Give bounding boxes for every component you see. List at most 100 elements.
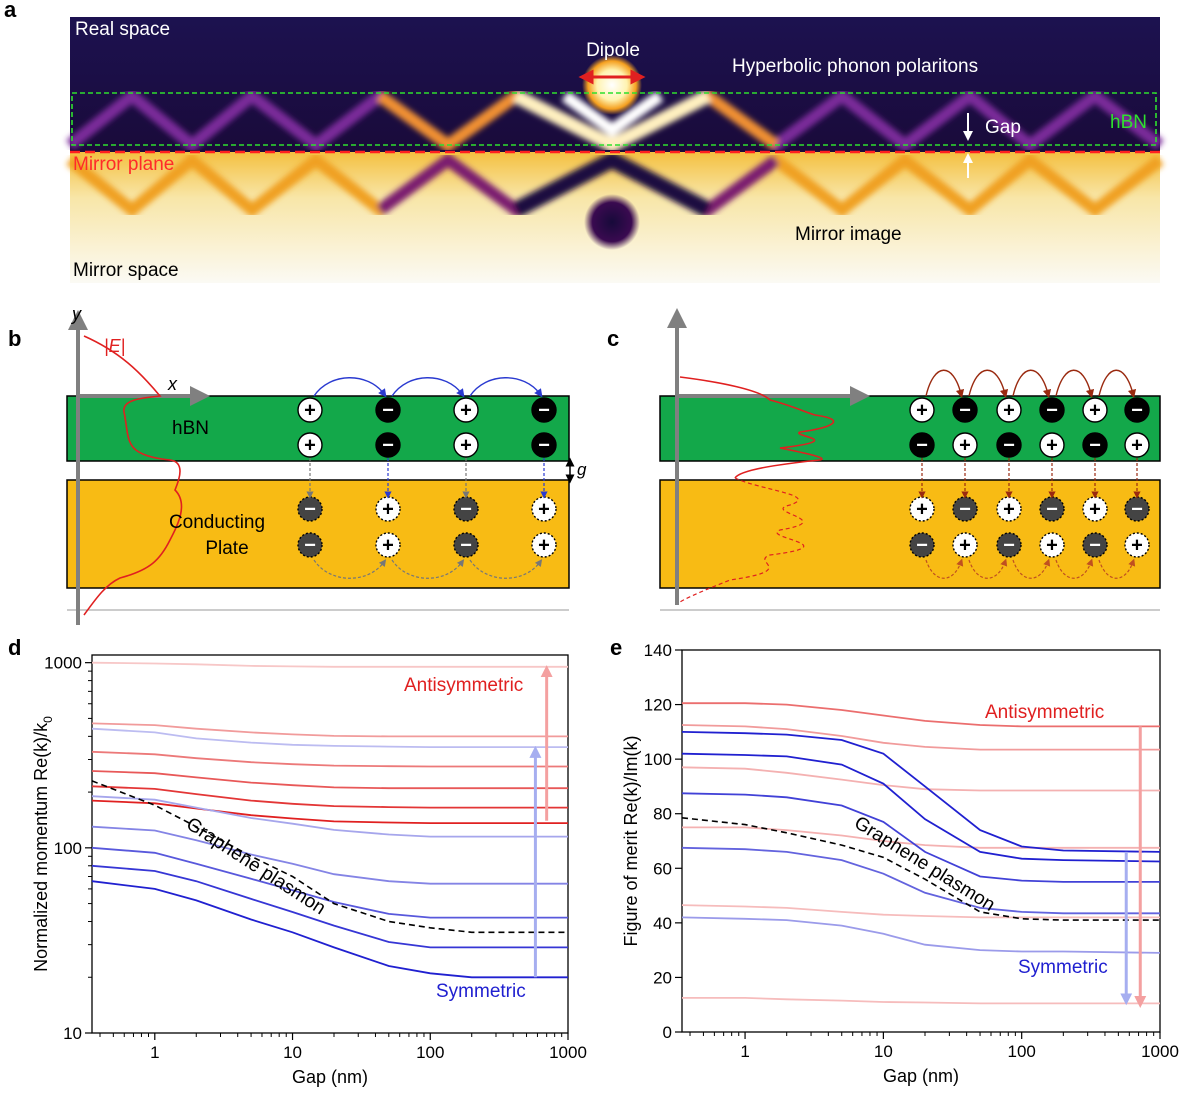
svg-text:+: +	[916, 400, 928, 422]
svg-text:−: −	[538, 400, 550, 422]
charge-b-plate-top: +	[375, 496, 401, 522]
y-tick-label: 0	[663, 1023, 672, 1042]
y-axis-label: Figure of merit Re(k)/Im(k)	[621, 735, 641, 946]
svg-text:−: −	[538, 435, 550, 457]
charge-b-hbn-top: −	[531, 397, 557, 423]
y-tick-label: 100	[644, 750, 672, 769]
y-tick-label: 1000	[44, 654, 82, 673]
svg-text:−: −	[304, 535, 316, 557]
field-arc-b-top	[313, 377, 387, 398]
plate-layer-b	[66, 479, 570, 589]
panel-c-letter: c	[607, 326, 619, 351]
series-line-antisymmetric	[91, 799, 568, 824]
y-tick-label: 60	[653, 859, 672, 878]
x-tick-label: 1000	[1141, 1042, 1179, 1061]
y-tick-label: 40	[653, 914, 672, 933]
charge-b-plate-bottom: +	[375, 532, 401, 558]
svg-text:−: −	[1003, 535, 1015, 557]
svg-text:−: −	[959, 499, 971, 521]
series-line-antisymmetric	[681, 724, 1160, 751]
svg-text:+: +	[1131, 535, 1143, 557]
svg-text:+: +	[1131, 435, 1143, 457]
charge-b-hbn-top: +	[453, 397, 479, 423]
mirror-image-label: Mirror image	[795, 224, 902, 245]
field-profile-c	[679, 376, 835, 479]
svg-text:+: +	[460, 400, 472, 422]
svg-text:+: +	[460, 435, 472, 457]
field-label-b: |E|	[104, 336, 125, 356]
x-label-b: x	[167, 374, 178, 394]
panel-e: e 1 10 100 1000 0 20 40 60 80 100 120 140 Gap (nm) Fi…	[610, 635, 1179, 1086]
charge-c-plate-top: −	[1039, 496, 1065, 522]
hpp-label: Hyperbolic phonon polaritons	[732, 56, 978, 77]
series-line-symmetric	[91, 727, 568, 748]
y-tick-label: 100	[54, 839, 82, 858]
svg-text:−: −	[304, 499, 316, 521]
field-arc-c-bottom	[1098, 558, 1136, 579]
charges-b: + + − − − − + + + + − − − − + +	[297, 377, 557, 579]
svg-text:−: −	[959, 400, 971, 422]
svg-text:+: +	[304, 400, 316, 422]
svg-text:+: +	[1089, 499, 1101, 521]
svg-text:−: −	[460, 535, 472, 557]
charge-c-hbn-bottom: +	[952, 432, 978, 458]
charge-b-hbn-top: +	[297, 397, 323, 423]
charge-c-hbn-top: +	[909, 397, 935, 423]
charge-b-hbn-bottom: +	[297, 432, 323, 458]
series-line-symmetric	[91, 825, 568, 885]
field-arc-b-top	[469, 377, 543, 398]
charge-c-plate-bottom: +	[1039, 532, 1065, 558]
svg-text:−: −	[916, 535, 928, 557]
charge-c-plate-top: −	[952, 496, 978, 522]
charge-c-hbn-top: +	[1082, 397, 1108, 423]
svg-text:−: −	[916, 435, 928, 457]
series-line-graphene	[91, 780, 568, 934]
field-arc-b-bottom	[313, 559, 387, 579]
svg-text:+: +	[916, 499, 928, 521]
charge-c-hbn-bottom: +	[1039, 432, 1065, 458]
charge-c-plate-bottom: −	[1082, 532, 1108, 558]
svg-text:−: −	[460, 499, 472, 521]
charge-c-hbn-bottom: +	[1124, 432, 1150, 458]
series-line-antisymmetric	[91, 785, 568, 809]
series-line-antisymmetric	[91, 661, 568, 668]
chart-d: 1 10 100 1000 10 100 1000 Gap (nm) Normalized mo…	[31, 654, 587, 1087]
panel-a: a Real space Mirror space Dipole Hyperbo…	[4, 0, 1164, 283]
svg-text:−: −	[1003, 435, 1015, 457]
field-arc-c-top	[1055, 369, 1095, 399]
plate-label-b-1: Conducting	[169, 512, 265, 533]
series-line-symmetric	[681, 846, 1160, 915]
real-space-label: Real space	[75, 19, 170, 40]
polariton-rays-mirror	[66, 150, 1164, 218]
plot-frame	[91, 654, 569, 1034]
panel-a-letter: a	[4, 0, 17, 22]
series-line-antisymmetric	[91, 722, 568, 738]
chart-e: 1 10 100 1000 0 20 40 60 80 100 120 140 Gap (nm) Figu…	[621, 641, 1179, 1086]
x-tick-label: 100	[1007, 1042, 1035, 1061]
charge-b-hbn-bottom: +	[453, 432, 479, 458]
y-tick-label: 80	[653, 805, 672, 824]
series-line-antisymmetric	[91, 770, 568, 790]
antisymmetric-label: Antisymmetric	[985, 702, 1104, 723]
series-line-graphene	[681, 817, 1160, 921]
x-tick-label: 1	[740, 1042, 749, 1061]
field-arc-c-bottom	[925, 558, 964, 579]
y-tick-label: 120	[644, 696, 672, 715]
svg-text:−: −	[1131, 499, 1143, 521]
series-line-antisymmetric	[682, 826, 1160, 849]
series-line-symmetric	[681, 752, 1161, 863]
field-arc-c-bottom	[1012, 558, 1051, 579]
charge-b-plate-bottom: −	[453, 532, 479, 558]
hbn-label-b: hBN	[172, 418, 209, 439]
field-profile-c-dashed	[679, 477, 805, 603]
dipole-label: Dipole	[586, 40, 640, 61]
charge-b-plate-bottom: −	[297, 532, 323, 558]
panel-e-letter: e	[610, 635, 622, 660]
charges-c: + − + − − + − + + − + − − + − + + − + − − + − +	[909, 369, 1150, 579]
series-line-symmetric	[91, 864, 568, 949]
field-arc-b-bottom	[391, 559, 465, 579]
x-tick-label: 10	[874, 1042, 893, 1061]
mirror-space-label: Mirror space	[73, 260, 179, 281]
charge-c-plate-top: +	[996, 496, 1022, 522]
x-tick-label: 1	[150, 1043, 159, 1062]
